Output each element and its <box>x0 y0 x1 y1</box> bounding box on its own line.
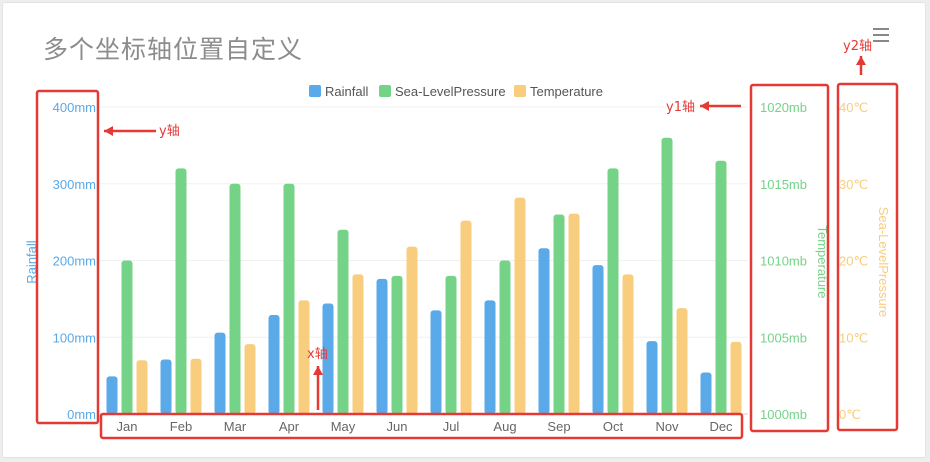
x-tick-label: Apr <box>279 419 300 434</box>
bar-temperature-nov[interactable] <box>676 308 688 414</box>
bar-temperature-jan[interactable] <box>136 360 148 414</box>
bar-rainfall-jul[interactable] <box>430 310 442 414</box>
bar-sealevelpressure-may[interactable] <box>337 229 349 414</box>
y2-axis-highlight-box <box>836 82 899 432</box>
legend-swatch[interactable] <box>514 85 526 97</box>
x-tick-label: Jan <box>117 419 138 434</box>
y2-axis-title: Sea-LevelPressure <box>876 207 891 318</box>
y-axis-arrow-head <box>104 126 113 136</box>
bar-temperature-jul[interactable] <box>460 220 472 414</box>
y2-axis-arrow-head <box>856 56 866 65</box>
chart-title: 多个坐标轴位置自定义 <box>43 35 304 64</box>
legend-swatch[interactable] <box>379 85 391 97</box>
x-tick-label: Oct <box>603 419 624 434</box>
y-tick-label: 400mm <box>53 100 96 115</box>
y1-tick-label: 1005mb <box>760 330 807 345</box>
y-axis-title: Rainfall <box>24 240 39 283</box>
legend-item-label: Temperature <box>530 84 603 99</box>
y2-axis-annotation: y2轴 <box>843 39 872 54</box>
bar-temperature-aug[interactable] <box>514 197 526 414</box>
bar-rainfall-apr[interactable] <box>268 314 280 414</box>
y2-tick-label: 20℃ <box>839 254 868 269</box>
x-axis-arrow-head <box>313 366 323 375</box>
bar-temperature-dec[interactable] <box>730 341 742 414</box>
bar-temperature-may[interactable] <box>352 274 364 414</box>
bar-sealevelpressure-nov[interactable] <box>661 137 673 414</box>
bar-rainfall-nov[interactable] <box>646 341 658 414</box>
bar-temperature-feb[interactable] <box>190 358 202 414</box>
bar-rainfall-mar[interactable] <box>214 332 226 414</box>
legend-item-label: Sea-LevelPressure <box>395 84 506 99</box>
x-tick-label: Nov <box>655 419 679 434</box>
x-axis-highlight-box <box>99 412 744 440</box>
bar-sealevelpressure-aug[interactable] <box>499 260 511 415</box>
bar-rainfall-feb[interactable] <box>160 359 172 414</box>
y1-axis-highlight-box <box>749 83 830 433</box>
y1-tick-label: 1020mb <box>760 100 807 115</box>
y2-tick-label: 30℃ <box>839 177 868 192</box>
y-axis-annotation: y轴 <box>159 124 180 139</box>
bar-sealevelpressure-jan[interactable] <box>121 260 133 415</box>
bar-rainfall-may[interactable] <box>322 303 334 414</box>
y-axis-highlight-box <box>35 89 100 425</box>
bar-sealevelpressure-oct[interactable] <box>607 168 619 414</box>
x-tick-label: Dec <box>709 419 733 434</box>
y2-tick-label: 40℃ <box>839 100 868 115</box>
bar-rainfall-aug[interactable] <box>484 300 496 414</box>
y1-tick-label: 1000mb <box>760 407 807 422</box>
x-axis-annotation: x轴 <box>307 347 328 362</box>
legend-item-label: Rainfall <box>325 84 368 99</box>
bar-temperature-mar[interactable] <box>244 344 256 414</box>
bar-temperature-jun[interactable] <box>406 246 418 414</box>
y1-axis-annotation: y1轴 <box>666 100 695 115</box>
bar-sealevelpressure-sep[interactable] <box>553 214 565 414</box>
y2-tick-label: 10℃ <box>839 330 868 345</box>
y-tick-label: 300mm <box>53 177 96 192</box>
bar-sealevelpressure-apr[interactable] <box>283 183 295 414</box>
y-tick-label: 0mm <box>67 407 96 422</box>
bar-sealevelpressure-dec[interactable] <box>715 160 727 414</box>
y-tick-label: 100mm <box>53 330 96 345</box>
bar-rainfall-oct[interactable] <box>592 265 604 414</box>
x-tick-label: Sep <box>547 419 570 434</box>
bar-sealevelpressure-feb[interactable] <box>175 168 187 414</box>
legend-swatch[interactable] <box>309 85 321 97</box>
y1-tick-label: 1010mb <box>760 254 807 269</box>
x-tick-label: Jun <box>387 419 408 434</box>
bar-sealevelpressure-mar[interactable] <box>229 183 241 414</box>
x-tick-label: Aug <box>493 419 516 434</box>
x-tick-label: Feb <box>170 419 192 434</box>
bar-rainfall-dec[interactable] <box>700 372 712 414</box>
y1-axis-arrow-head <box>700 101 709 111</box>
bar-rainfall-jan[interactable] <box>106 376 118 414</box>
bar-sealevelpressure-jul[interactable] <box>445 275 457 414</box>
y2-tick-label: 0℃ <box>839 407 861 422</box>
bar-temperature-oct[interactable] <box>622 274 634 414</box>
x-tick-label: May <box>331 419 356 434</box>
y-tick-label: 200mm <box>53 254 96 269</box>
bar-rainfall-sep[interactable] <box>538 248 550 414</box>
y1-tick-label: 1015mb <box>760 177 807 192</box>
bar-sealevelpressure-jun[interactable] <box>391 275 403 414</box>
menu-icon[interactable] <box>873 28 889 42</box>
x-tick-label: Mar <box>224 419 247 434</box>
bar-temperature-sep[interactable] <box>568 213 580 414</box>
y1-axis-title: Temperature <box>815 226 830 299</box>
bar-temperature-apr[interactable] <box>298 300 310 414</box>
x-tick-label: Jul <box>443 419 460 434</box>
bar-rainfall-jun[interactable] <box>376 278 388 414</box>
